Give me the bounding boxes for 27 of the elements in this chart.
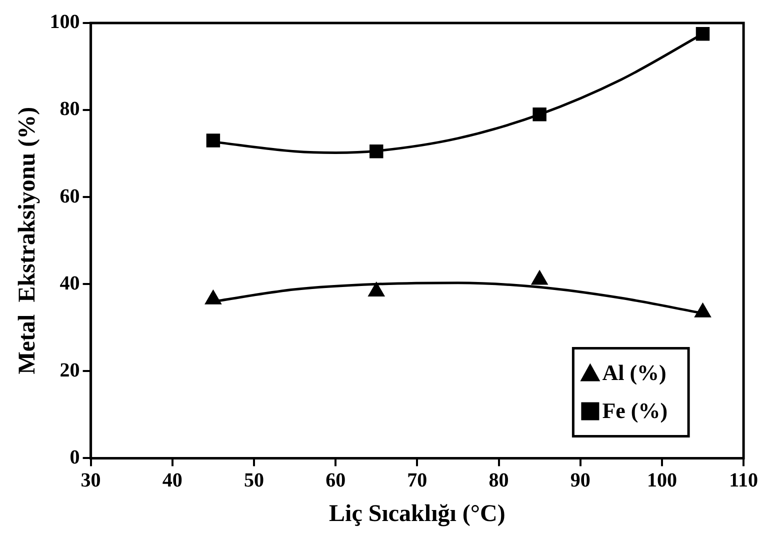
point [694, 302, 712, 318]
x-tick-label: 60 [326, 469, 346, 492]
x-tick-label: 50 [244, 469, 264, 492]
legend-label: Fe (%) [602, 398, 668, 423]
point [696, 27, 710, 41]
x-tick-label: 30 [80, 469, 101, 492]
point [370, 144, 384, 158]
y-tick-label: 20 [60, 359, 80, 382]
x-tick-label: 110 [729, 469, 758, 492]
x-tick-label: 80 [488, 469, 509, 492]
x-axis-title: Liç Sıcaklığı (°C) [329, 500, 506, 527]
point [368, 282, 385, 297]
point [531, 270, 548, 285]
y-tick-label: 100 [50, 11, 80, 34]
x-tick-label: 40 [162, 469, 182, 492]
x-tick-label: 70 [407, 469, 428, 492]
y-tick-label: 60 [60, 185, 80, 208]
x-tick-label: 100 [646, 469, 677, 492]
point [204, 290, 222, 304]
legend-label: Al (%) [602, 360, 666, 385]
y-tick-label: 80 [60, 98, 80, 120]
y-axis-title: Metal Ekstraksiyonu (%) [14, 106, 41, 374]
y-tick-label: 40 [60, 272, 80, 294]
point [206, 134, 220, 148]
x-tick-label: 90 [570, 469, 590, 492]
y-tick-label: 0 [70, 446, 80, 468]
point [532, 108, 546, 122]
